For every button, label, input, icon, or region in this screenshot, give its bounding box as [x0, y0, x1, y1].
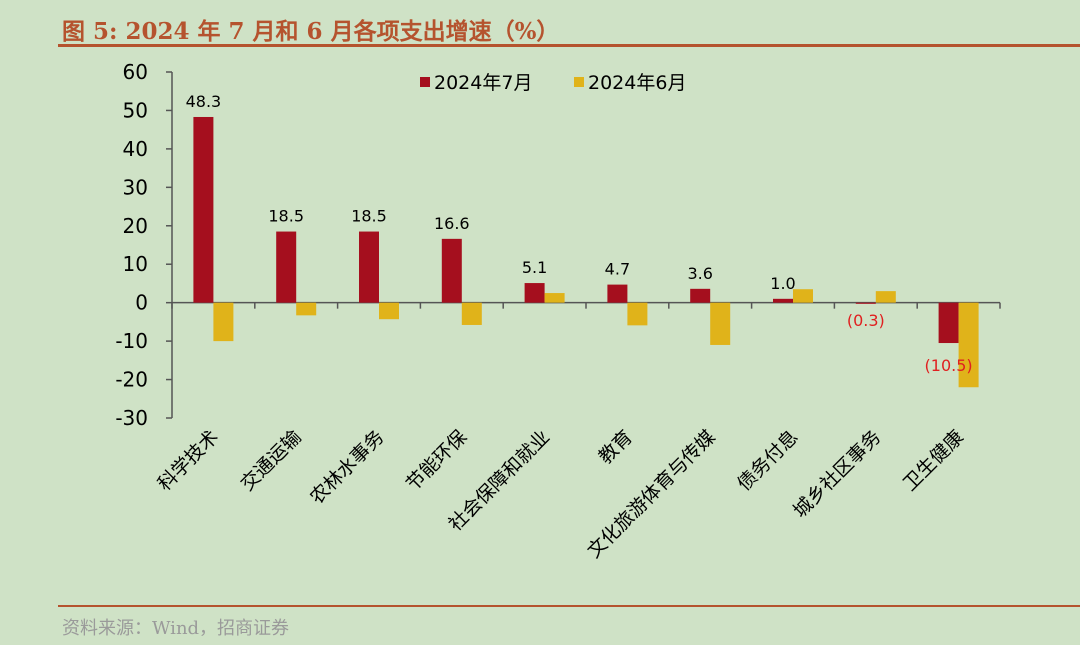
y-tick-label: -20 [115, 368, 148, 392]
chart-title: 图 5: 2024 年 7 月和 6 月各项支出增速（%） [62, 18, 560, 45]
category-label: 交通运输 [236, 426, 305, 495]
category-label: 教育 [594, 426, 636, 468]
y-tick-label: 0 [135, 291, 148, 315]
bar-2024-jul [359, 231, 379, 303]
bar-2024-jun [379, 302, 399, 320]
y-tick-label: 50 [123, 98, 148, 122]
bar-2024-jun [627, 302, 648, 326]
category-label: 债务付息 [733, 426, 802, 495]
bar-2024-jun [958, 302, 979, 388]
category-label: 科学技术 [154, 426, 223, 495]
data-label: 18.5 [268, 207, 304, 226]
category-label: 城乡社区事务 [789, 426, 885, 522]
bar-2024-jul [524, 283, 545, 303]
y-tick-label: 40 [123, 137, 148, 161]
data-label: 18.5 [351, 207, 387, 226]
title-divider [58, 44, 1080, 47]
data-label: (0.3) [847, 311, 885, 330]
y-tick-label: 30 [123, 175, 148, 199]
bar-2024-jun [213, 302, 234, 342]
bar-2024-jul [855, 302, 876, 304]
legend-swatch-jul [420, 77, 430, 87]
data-label: 4.7 [605, 260, 630, 279]
category-label: 农林水事务 [306, 426, 389, 509]
legend-swatch-jun [574, 77, 584, 87]
bar-2024-jun [544, 293, 565, 303]
category-label: 节能环保 [402, 426, 471, 495]
y-tick-label: 10 [123, 252, 148, 276]
bar-2024-jun [296, 302, 317, 316]
data-label: (10.5) [925, 356, 973, 375]
footer-divider [58, 605, 1080, 607]
bar-2024-jun [710, 302, 731, 345]
data-label: 5.1 [522, 258, 547, 277]
y-tick-label: 20 [123, 214, 148, 238]
data-label: 1.0 [770, 274, 795, 293]
y-tick-label: -30 [115, 406, 148, 430]
y-tick-label: -10 [115, 329, 148, 353]
bar-2024-jun [875, 291, 896, 303]
data-label: 48.3 [186, 92, 222, 111]
bar-2024-jul [607, 284, 628, 303]
legend-label-jun: 2024年6月 [588, 72, 686, 94]
bar-2024-jul [938, 302, 959, 344]
bar-2024-jul [193, 116, 214, 303]
bar-2024-jul [773, 298, 793, 303]
bar-2024-jul [690, 288, 711, 303]
category-label: 卫生健康 [899, 426, 968, 495]
legend-label-jul: 2024年7月 [434, 72, 532, 94]
bar-2024-jul [441, 238, 462, 303]
source-note: 资料来源：Wind，招商证券 [62, 618, 290, 639]
data-label: 3.6 [687, 264, 712, 283]
bar-2024-jun [461, 302, 482, 325]
data-label: 16.6 [434, 214, 470, 233]
bar-2024-jun [793, 289, 813, 303]
bar-chart: 60 50 40 30 20 10 0 -10 -20 -30 48.3 科学技术 18.5 交通运输 18… [115, 60, 1001, 562]
y-tick-label: 60 [123, 60, 148, 84]
bar-2024-jul [276, 231, 297, 303]
